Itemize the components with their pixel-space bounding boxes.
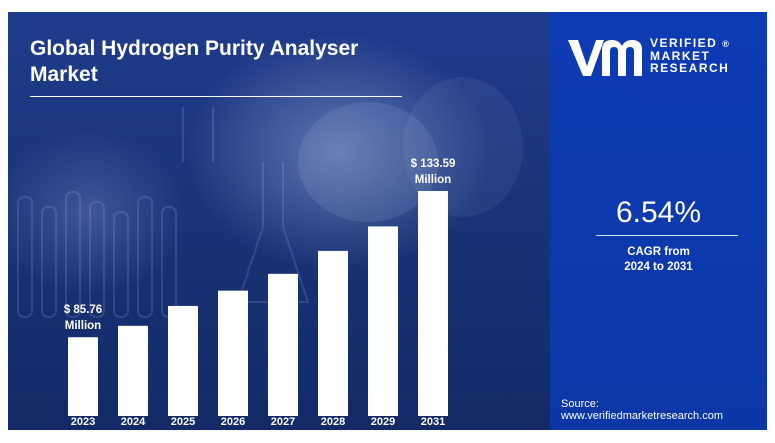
cagr-label-line-2: 2024 to 2031 [624,261,693,273]
bar-2026 [218,290,248,416]
x-tick-label-2031: 2031 [421,416,445,428]
bar-2023 [68,337,98,416]
data-label-2023-line-1: $ 85.76 [64,304,102,316]
title-underline [30,96,402,97]
brand-logo: VERIFIED ® MARKET RESEARCH [566,34,756,84]
brand-line-2: MARKET [650,49,711,63]
x-tick-label-2025: 2025 [171,416,195,428]
data-label-2031-line-1: $ 133.59 [411,158,456,170]
vmr-logo-icon [568,40,642,76]
cagr-label-line-1: CAGR from [627,246,690,258]
chart-title-line-2: Market [30,63,98,86]
summary-panel: VERIFIED ® MARKET RESEARCH 6.54% CAGR fr… [550,12,767,430]
bar-2028 [318,250,348,416]
bar-2029 [368,226,398,416]
lab-background-graphic [17,77,523,318]
data-label-2023-line-2: Million [65,320,101,332]
x-tick-label-2024: 2024 [121,416,146,428]
bar-2025 [168,305,198,416]
infographic: Global Hydrogen Purity Analyser Market 2… [8,12,767,430]
bar-chart: 2023 2024 2025 2026 2027 2028 2029 2031 $ 85.76 M… [64,158,456,428]
source-url: www.verifiedmarketresearch.com [561,410,723,422]
chart-title-line-1: Global Hydrogen Purity Analyser [30,37,359,60]
cagr-divider [596,235,738,236]
x-tick-label-2023: 2023 [71,416,95,428]
source-label: Source: [561,398,599,410]
brand-line-1: VERIFIED [650,36,718,50]
x-tick-label-2026: 2026 [221,416,245,428]
brand-line-3: RESEARCH [650,61,730,75]
cagr-label: CAGR from 2024 to 2031 [550,245,767,275]
bar-2031 [418,191,448,416]
x-tick-label-2027: 2027 [271,416,295,428]
chart-panel: Global Hydrogen Purity Analyser Market 2… [8,12,550,430]
registered-mark: ® [722,39,731,49]
x-tick-label-2029: 2029 [371,416,395,428]
bar-2024 [118,325,148,416]
cagr-value: 6.54% [615,196,702,229]
brand-name: VERIFIED ® MARKET RESEARCH [650,37,760,74]
chart-title: Global Hydrogen Purity Analyser Market [30,36,430,88]
data-label-2031-line-2: Million [415,174,451,186]
bar-2027 [268,273,298,416]
x-tick-label-2028: 2028 [321,416,345,428]
source-note: Source: www.verifiedmarketresearch.com [561,398,765,422]
